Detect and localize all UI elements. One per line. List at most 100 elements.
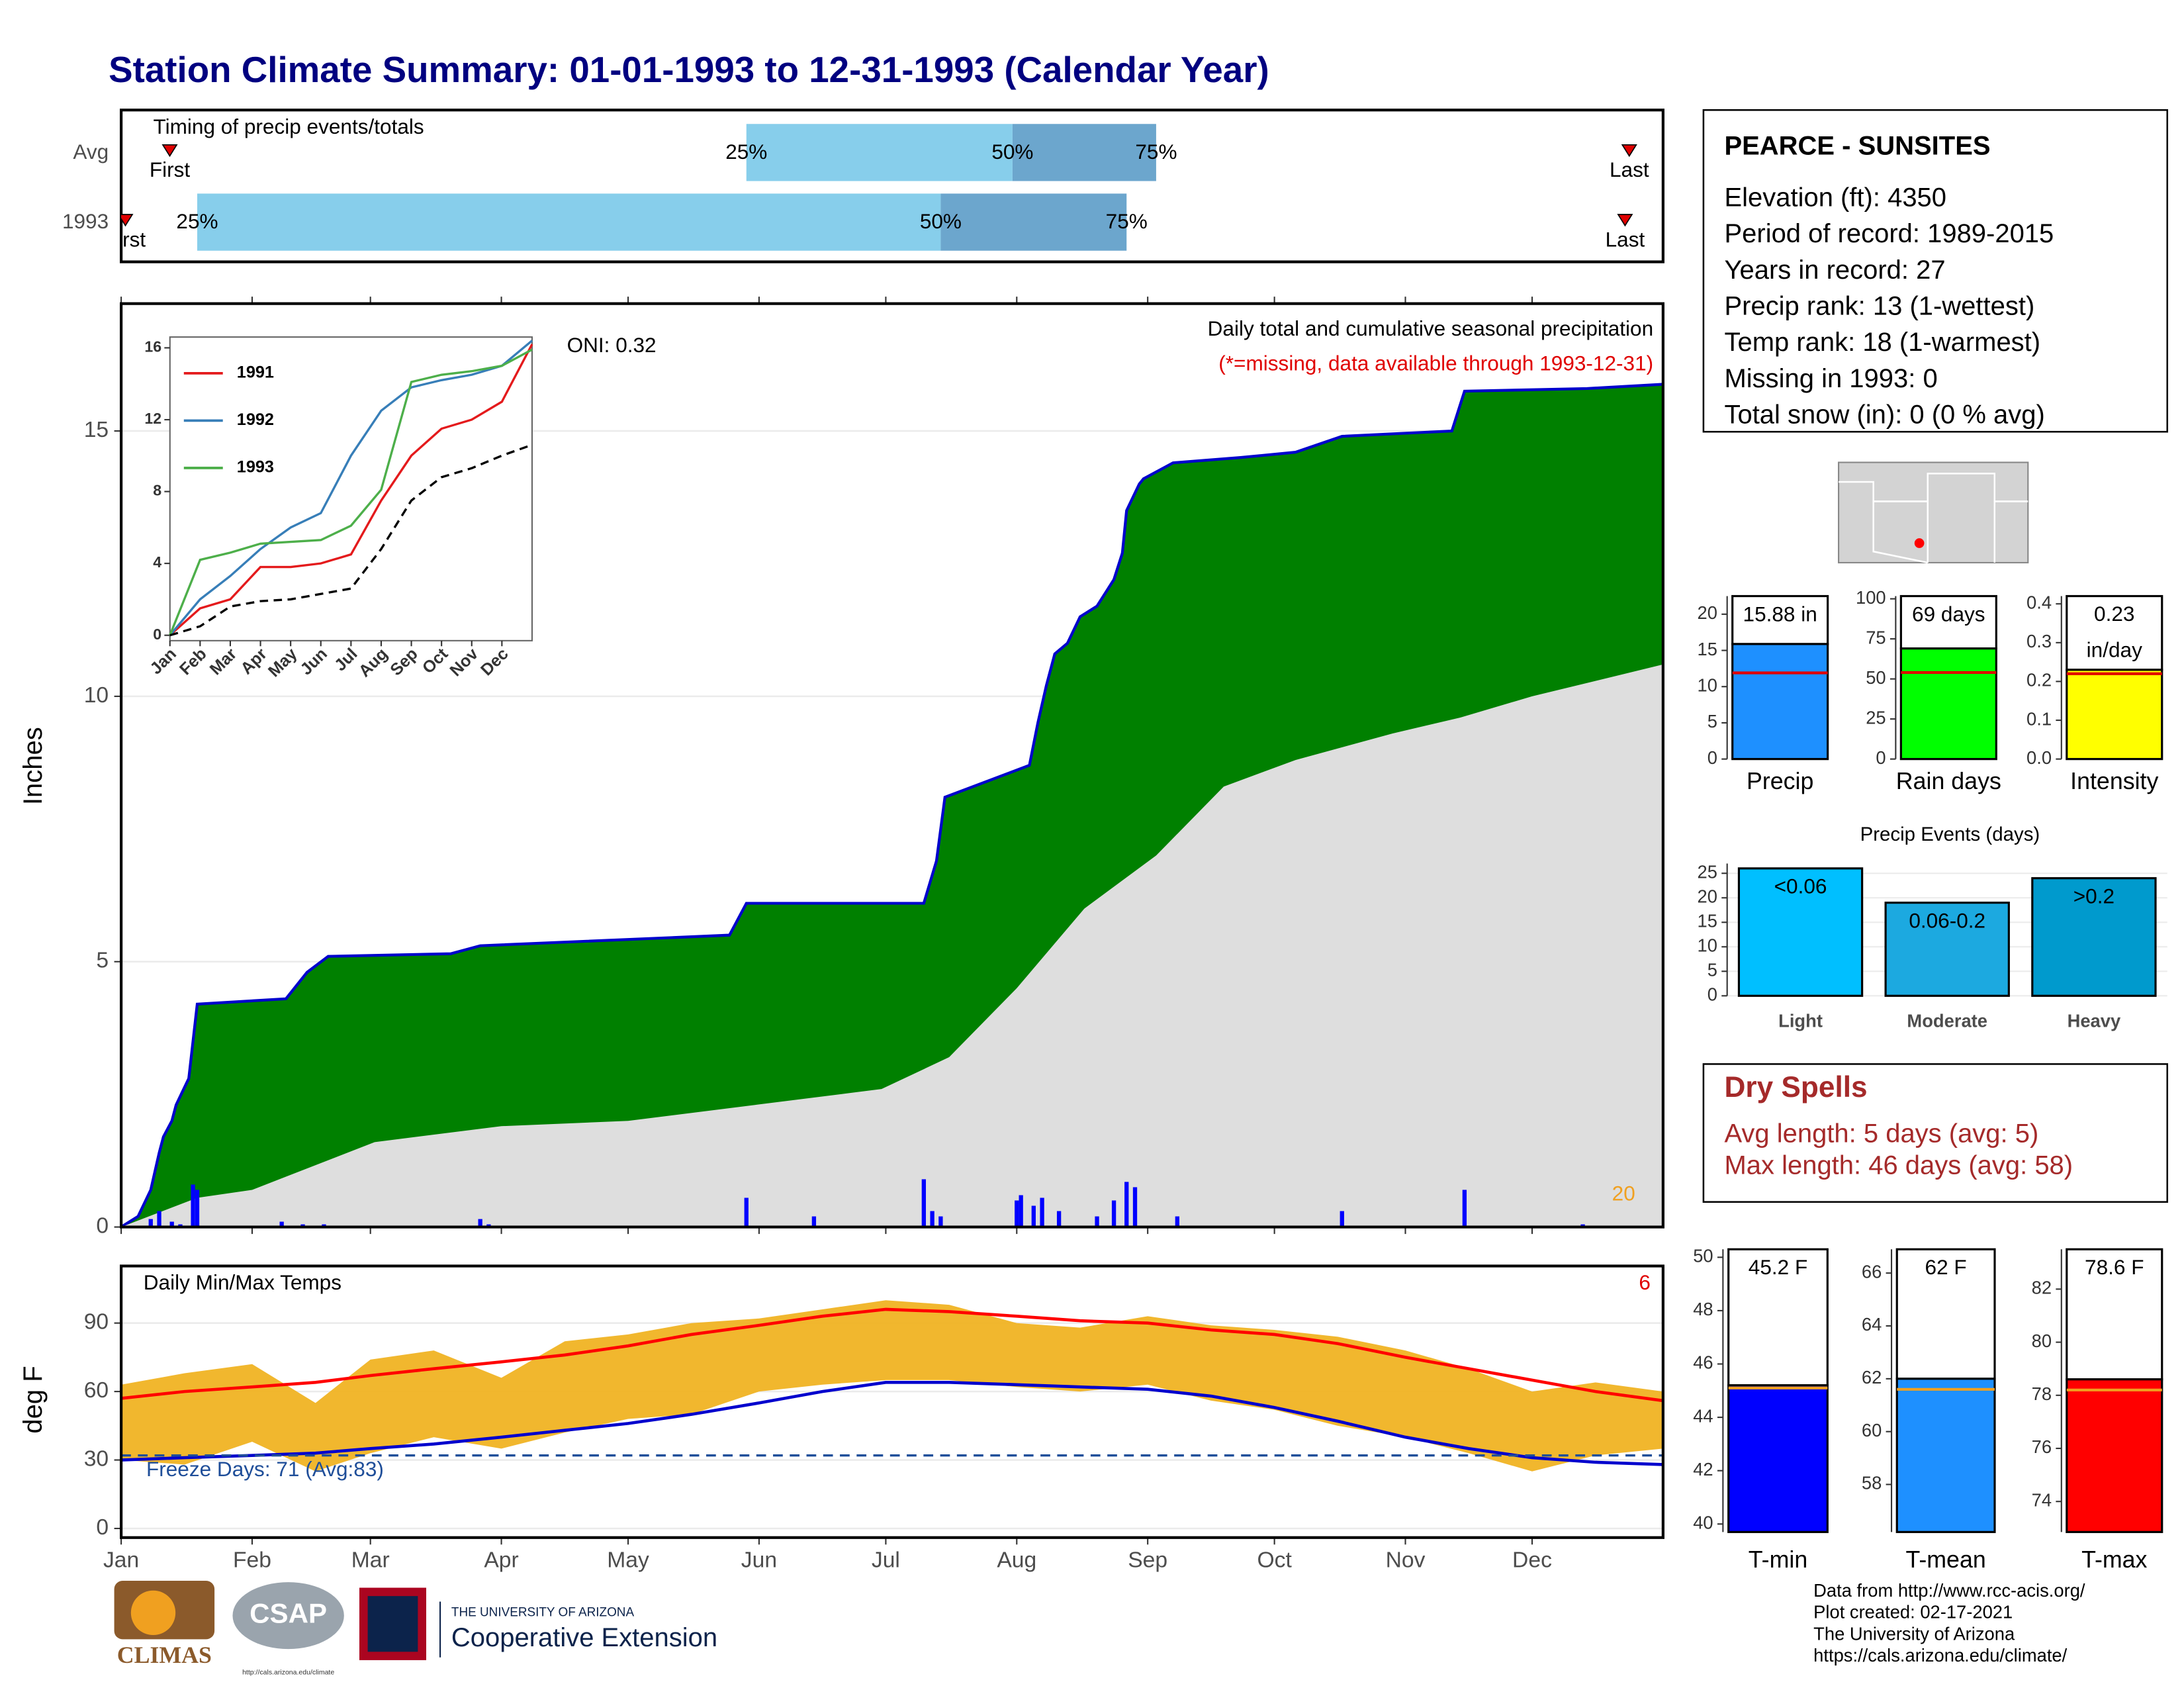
oni-label: ONI: 0.32 [567,333,657,357]
daily-bar [811,1216,817,1227]
station-name: PEARCE - SUNSITES [1724,132,1990,161]
y-tick-label: 25 [1866,707,1886,727]
label-box [1731,594,1829,645]
csap-cloud [232,1582,344,1650]
y-tick-label: 80 [2032,1331,2052,1351]
dry-line: Max length: 46 days (avg: 58) [1724,1151,2073,1180]
y-tick-label: 58 [1862,1473,1882,1493]
y-tick-label: 60 [1862,1420,1882,1440]
panel-frame [119,1264,1664,1539]
event-marker [1621,144,1637,158]
station-box [1702,109,2169,433]
station-line: Temp rank: 18 (1-warmest) [1724,328,2040,357]
y-tick-label: 25 [1698,861,1717,882]
y-tick-label: 46 [1693,1352,1713,1373]
event-label: Last [1606,227,1645,251]
temp-chart: 0 30 60 90 Jan Feb Mar Apr May Jun Jul Aug Sep Oct Nov… [84,1264,1664,1572]
daily-bar [1019,1195,1023,1227]
daily-bar [1462,1190,1467,1227]
y-tick-label: 66 [1862,1261,1882,1282]
daily-bar [744,1197,749,1227]
y-tick-label: 15 [1698,639,1717,659]
x-tick-label: Feb [233,1548,271,1572]
x-label: Light [1778,1011,1823,1031]
inset-line [169,344,533,636]
y-tick-label: 0 [96,1213,109,1238]
avg-temp-line [121,1381,1663,1466]
label-box [2066,1248,2163,1381]
events-title: Precip Events (days) [1860,823,2040,845]
daily-bar [148,1219,153,1227]
range-bar [940,193,1127,251]
y-tick-label: 75 [1866,627,1886,647]
y-tick-label: 4 [153,553,161,571]
station-line: Total snow (in): 0 (0 % avg) [1724,400,2044,430]
event-label: First [105,227,146,251]
inset-line [169,444,533,637]
y-tick-label: 0 [1707,984,1717,1005]
credit-line: The University of Arizona [1813,1623,2015,1644]
dry-line: Avg length: 5 days (avg: 5) [1724,1119,2038,1148]
x-tick-label: Aug [997,1548,1036,1572]
y-axis-label: deg F [19,1366,48,1433]
daily-bar [1340,1211,1344,1227]
x-label: Heavy [2068,1011,2121,1031]
daily-bar [1132,1187,1138,1227]
y-tick-label: 82 [2032,1278,2052,1298]
y-tick-label: 0.4 [2026,592,2052,612]
daily-bar [1056,1211,1062,1227]
inset-line [169,340,533,636]
bar [1727,1384,1829,1533]
daily-bar [1175,1216,1179,1227]
range-bar [1012,124,1156,181]
event-marker [161,144,178,158]
y-tick-label: 15 [1698,911,1717,931]
station-line: Elevation (ft): 4350 [1724,183,1946,212]
value-label: 0.23 in/day [2087,602,2142,662]
x-label: Rain days [1896,768,2001,794]
chart-title: Daily total and cumulative seasonal prec… [1208,316,1653,340]
percent-label: 75% [1106,209,1148,233]
credit-line: Data from http://www.rcc-acis.org/ [1813,1580,2085,1601]
value-label: 62 F [1925,1255,1967,1279]
daily-range [121,1300,1663,1472]
dry-title: Dry Spells [1724,1071,1867,1103]
y-tick-label: 12 [144,410,161,427]
y-tick-label: 20 [1698,602,1717,623]
credits: Data from http://www.rcc-acis.org/Plot c… [1813,1580,2085,1665]
inset-frame [169,336,533,641]
daily-bar [930,1211,934,1227]
page-title: Station Climate Summary: 01-01-1993 to 1… [109,49,1269,90]
row-label: 1993 [62,209,109,233]
value-label: 69 days [1912,602,1985,626]
y-tick-label: 0 [1876,747,1886,768]
bar [1731,643,1829,761]
legend-label: 1992 [237,410,274,429]
y-tick-label: 30 [84,1446,109,1471]
y-tick-label: 15 [84,418,109,442]
station-line: Precip rank: 13 (1-wettest) [1724,292,2034,321]
cumulative-line [120,383,1664,1229]
y-tick-label: 0.3 [2026,631,2052,651]
y-tick-label: 0 [96,1515,109,1540]
label-box [1895,1248,1996,1380]
legend-label: 1993 [237,458,274,477]
y-tick-label: 76 [2032,1436,2052,1457]
freeze-label: Freeze Days: 71 (Avg:83) [146,1457,384,1481]
x-label: Moderate [1907,1011,1987,1031]
dry-spells-box [1702,1063,2169,1203]
value-label: <0.06 [1774,874,1827,898]
range-bar [197,193,941,251]
daily-bar [157,1211,161,1227]
inset-line [169,348,533,636]
x-tick-label: Jan [103,1548,139,1572]
avg-temp-line [120,1307,1664,1403]
csap-url: http://cals.arizona.edu/climate [242,1669,334,1677]
daily-bar [1040,1197,1044,1227]
daily-bar [478,1219,482,1227]
ua-logo-inner [367,1596,418,1652]
bar [2066,1378,2163,1533]
label-box [1727,1248,1829,1387]
event-label: Last [1610,158,1649,181]
